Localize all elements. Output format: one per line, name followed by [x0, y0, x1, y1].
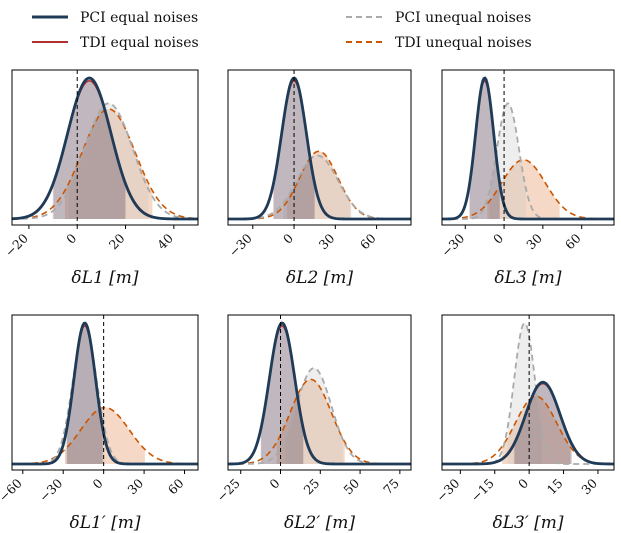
curve-pci-equal-noises	[442, 380, 614, 466]
ci-fill-pci-unequal-noises	[507, 323, 542, 464]
panel-4: −60 −30 0 30 60 δL1′ [m]	[0, 314, 199, 533]
x-tick-label: 0	[280, 230, 296, 246]
x-tick-label: 30	[578, 475, 600, 497]
x-tick-label: −30	[226, 230, 255, 259]
x-tick-label: −60	[0, 475, 25, 504]
ci-fill-tdi-equal-noises	[66, 325, 103, 464]
panel-frame	[227, 69, 412, 226]
x-tick-label: 60	[165, 475, 187, 497]
x-axis-label: δL1′ [m]	[70, 513, 141, 533]
ci-fill-pci-unequal-noises	[489, 103, 527, 219]
panel-frame	[11, 314, 199, 471]
legend-label-pci-equal: PCI equal noises	[80, 10, 198, 26]
panel-1: −20 0 20 40 δL1 [m]	[2, 69, 199, 288]
panel-frame	[441, 69, 615, 226]
x-tick-label: 60	[562, 230, 584, 252]
x-tick-label: 75	[380, 476, 402, 498]
x-tick-label: 25	[301, 476, 323, 498]
legend-label-pci-unequal: PCI unequal noises	[395, 10, 531, 26]
x-tick-label: −30	[433, 475, 462, 504]
x-axis-label: δL3′ [m]	[493, 513, 564, 533]
ci-fill-pci-equal-noises	[67, 323, 103, 464]
panel-frame	[11, 69, 199, 226]
ci-fill-pci-unequal-noises	[64, 328, 105, 464]
x-tick-label: 30	[523, 230, 545, 252]
ci-fill-pci-unequal-noises	[285, 368, 343, 464]
legend: PCI equal noises TDI equal noises PCI un…	[32, 10, 532, 51]
ci-fill-tdi-equal-noises	[260, 325, 304, 464]
x-tick-label: −30	[438, 230, 467, 259]
ci-fill-tdi-equal-noises	[469, 80, 500, 219]
ci-fill-tdi-unequal-noises	[64, 109, 153, 219]
curve-tdi-unequal-noises	[441, 158, 615, 220]
x-tick-label: 0	[266, 475, 282, 491]
curve-pci-unequal-noises	[11, 102, 199, 220]
x-tick-label: −15	[468, 476, 497, 505]
curve-pci-unequal-noises	[442, 321, 614, 465]
x-tick-label: 0	[90, 475, 106, 491]
ci-fill-pci-unequal-noises	[283, 155, 352, 219]
ci-fill-tdi-unequal-noises	[276, 379, 345, 464]
x-axis-label: δL1 [m]	[71, 268, 138, 288]
ci-fill-tdi-equal-noises	[513, 383, 572, 464]
x-tick-label: −30	[36, 475, 65, 504]
legend-entry-tdi-unequal: TDI unequal noises	[346, 35, 532, 51]
x-tick-label: 0	[515, 475, 531, 491]
panel-5: −25 0 25 50 75 δL2′ [m]	[214, 314, 412, 533]
x-tick-label: 60	[357, 230, 379, 252]
legend-label-tdi-unequal: TDI unequal noises	[395, 35, 532, 51]
legend-entry-tdi-equal: TDI equal noises	[32, 35, 199, 51]
x-tick-label: 50	[340, 475, 362, 497]
x-axis-label: δL2 [m]	[286, 268, 353, 288]
curve-pci-equal-noises	[442, 76, 614, 221]
ci-fill-pci-equal-noises	[261, 323, 304, 464]
curve-pci-equal-noises	[12, 321, 198, 466]
legend-entry-pci-equal: PCI equal noises	[32, 10, 198, 26]
x-tick-label: 30	[316, 230, 338, 252]
x-axis-label: δL2′ [m]	[284, 513, 355, 533]
x-tick-label: −20	[2, 230, 31, 259]
legend-label-tdi-equal: TDI equal noises	[80, 35, 199, 51]
x-tick-label: 20	[106, 230, 128, 252]
x-axis-label: δL3 [m]	[494, 268, 561, 288]
panel-frame	[227, 314, 412, 471]
panel-frame	[441, 314, 615, 471]
x-tick-label: 0	[63, 230, 79, 246]
curve-pci-equal-noises	[228, 76, 411, 221]
curve-tdi-unequal-noises	[12, 406, 198, 465]
ci-fill-tdi-unequal-noises	[287, 151, 351, 219]
ci-fill-pci-equal-noises	[469, 78, 500, 219]
ci-fill-tdi-unequal-noises	[502, 396, 570, 464]
x-tick-label: 15	[544, 476, 566, 498]
curve-pci-equal-noises	[228, 321, 411, 466]
x-tick-label: 0	[490, 230, 506, 246]
curve-tdi-unequal-noises	[227, 378, 411, 465]
curve-pci-equal-noises	[11, 76, 198, 221]
x-tick-label: 30	[124, 475, 146, 497]
legend-entry-pci-unequal: PCI unequal noises	[346, 10, 531, 26]
panel-6: −30 −15 0 15 30 δL3′ [m]	[433, 314, 615, 533]
x-tick-label: −25	[214, 476, 243, 505]
ci-fill-tdi-unequal-noises	[487, 159, 560, 219]
x-tick-label: 40	[154, 230, 176, 252]
